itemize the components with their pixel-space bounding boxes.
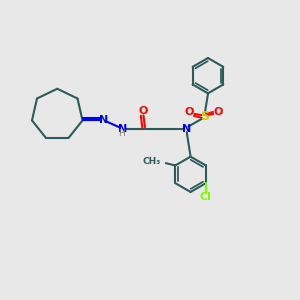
Text: N: N (182, 124, 191, 134)
Text: Cl: Cl (200, 192, 212, 202)
Text: H: H (118, 130, 125, 139)
Text: O: O (214, 107, 223, 117)
Text: O: O (184, 107, 194, 117)
Text: O: O (139, 106, 148, 116)
Text: CH₃: CH₃ (142, 158, 160, 166)
Text: S: S (200, 110, 209, 123)
Text: N: N (118, 124, 128, 134)
Text: N: N (99, 116, 108, 125)
